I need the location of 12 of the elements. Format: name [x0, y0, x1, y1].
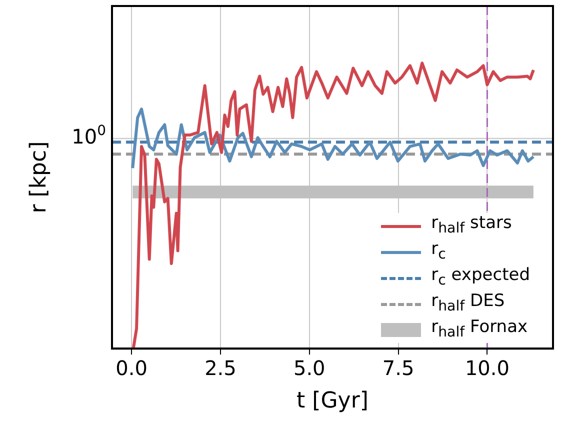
x-tick-label: 5.0: [293, 356, 326, 380]
legend-label: r$_{half}$ DES: [431, 291, 505, 315]
x-tick-label: 2.5: [204, 356, 236, 380]
legend-label: r$_{half}$ Fornax: [431, 316, 528, 343]
x-tick-label: 7.5: [382, 356, 414, 380]
x-tick-label: 0.0: [116, 356, 148, 380]
legend-label: r$_{half}$ stars: [431, 213, 512, 237]
legend-label: r$_{c}$: [431, 239, 446, 263]
x-tick-label: 10.0: [464, 356, 510, 380]
legend-label: r$_{c}$ expected: [431, 265, 530, 289]
y-axis-title: r [kpc]: [26, 141, 52, 214]
x-axis-title: t [Gyr]: [296, 388, 368, 414]
